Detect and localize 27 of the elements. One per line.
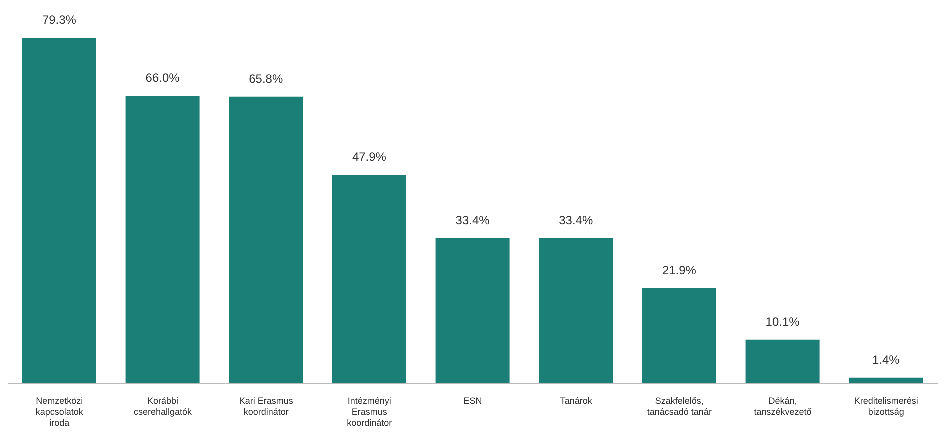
bar (332, 175, 406, 384)
x-tick-label: ESN (464, 396, 482, 406)
data-label: 21.9% (662, 263, 697, 278)
data-label: 10.1% (766, 314, 800, 329)
x-tick-label: Kari Erasmus koordinátor (239, 396, 294, 417)
x-tick-label: Nemzetközi kapcsolatok iroda (36, 396, 84, 428)
bar (849, 378, 924, 384)
bar (746, 340, 820, 384)
data-label: 33.4% (456, 213, 490, 228)
x-tick-label: Kreditelismerési bizottság (854, 396, 918, 417)
data-label: 65.8% (249, 72, 284, 86)
bar (436, 238, 510, 384)
x-tick-label: Tanárok (560, 396, 593, 406)
bar (539, 238, 614, 384)
data-label: 33.4% (559, 213, 594, 228)
bar (126, 96, 200, 384)
bar (229, 96, 304, 384)
x-tick-label: Szakfelelős, tanácsadó tanár (647, 396, 712, 417)
data-label: 1.4% (872, 352, 900, 367)
x-tick-label: Korábbi cserehallgatók (134, 396, 193, 417)
x-tick-label: Intézményi Erasmus koordinátor (347, 396, 392, 428)
data-label: 79.3% (42, 13, 77, 27)
data-label: 47.9% (352, 150, 387, 164)
bar (642, 288, 716, 384)
x-tick-label: Dékán, tanszékvezető (754, 396, 812, 417)
data-label: 66.0% (146, 71, 180, 86)
bar (22, 38, 96, 384)
